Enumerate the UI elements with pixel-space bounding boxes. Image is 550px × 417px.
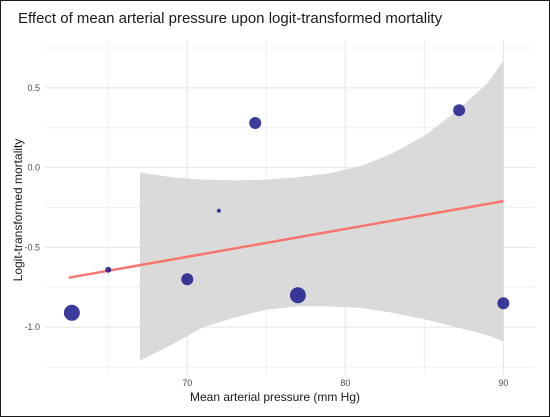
confidence-band [139, 60, 504, 361]
y-tick-label: -0.5 [24, 242, 40, 252]
x-axis-label: Mean arterial pressure (mm Hg) [189, 390, 361, 404]
regression-line [68, 199, 504, 279]
chart-title: Effect of mean arterial pressure upon lo… [18, 10, 443, 27]
x-tick-label: 70 [182, 378, 192, 388]
data-point [105, 266, 112, 273]
data-point [249, 116, 262, 129]
x-tick-label: 80 [340, 378, 350, 388]
y-tick-label: 0.5 [27, 83, 40, 93]
data-point [497, 297, 510, 310]
x-tick-label: 90 [498, 378, 508, 388]
data-point [181, 273, 194, 286]
data-point [453, 104, 466, 117]
data-point [216, 208, 221, 213]
data-point [63, 304, 80, 321]
y-tick-label: -1.0 [24, 322, 40, 332]
y-tick-label: 0.0 [27, 163, 40, 173]
data-point [289, 287, 306, 304]
